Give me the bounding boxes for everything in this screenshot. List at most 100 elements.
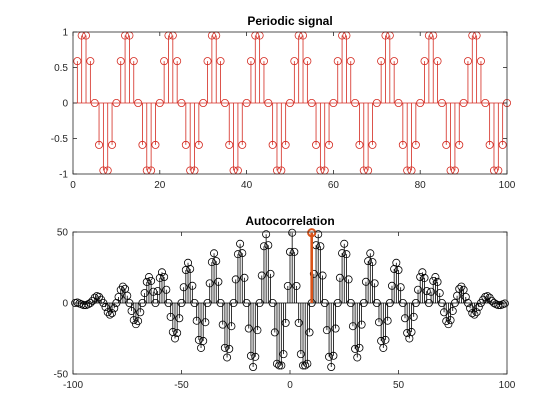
stem-marker (101, 303, 110, 312)
stem-marker (357, 320, 366, 329)
stem-marker (164, 298, 173, 307)
stem-marker (355, 140, 364, 149)
y-tick-label: -0.5 (51, 134, 69, 145)
stem-marker (129, 57, 138, 66)
stem-marker (151, 298, 160, 307)
stem-marker (244, 324, 253, 333)
stem-marker (281, 318, 290, 327)
stem-marker (188, 281, 197, 290)
y-tick-label: -1 (59, 170, 68, 181)
stem-marker (351, 99, 360, 108)
x-tick-label: 0 (287, 380, 293, 391)
x-tick-label: 60 (328, 180, 340, 191)
stem-marker (134, 317, 143, 326)
stem-marker (331, 324, 340, 333)
stem-marker (203, 57, 212, 66)
stem-marker (173, 328, 182, 337)
stem-marker (461, 292, 470, 301)
stem-marker (470, 310, 479, 319)
stem-marker (299, 361, 308, 370)
stem-marker (418, 268, 427, 277)
stem-marker (361, 277, 370, 286)
stem-marker (370, 279, 379, 288)
stem-marker (303, 359, 312, 368)
stem-marker (223, 353, 232, 362)
stem-marker (125, 298, 134, 307)
stem-marker (463, 57, 472, 66)
stem-marker (210, 249, 219, 258)
stem-marker (359, 298, 368, 307)
stem-marker (450, 298, 459, 307)
stem-marker (296, 350, 305, 359)
y-tick-label: -50 (54, 370, 69, 381)
stem-marker (327, 362, 336, 371)
stem-marker (90, 99, 99, 108)
stem-marker (157, 268, 166, 277)
stem-marker (374, 318, 383, 327)
stem-marker (162, 285, 171, 294)
stem-marker (366, 249, 375, 258)
stem-marker (151, 140, 160, 149)
stem-marker (281, 140, 290, 149)
stem-marker (238, 249, 247, 258)
stem-marker (420, 57, 429, 66)
stem-marker (320, 298, 329, 307)
plot2-title: Autocorrelation (245, 214, 334, 228)
stem-marker (203, 298, 212, 307)
plot2-frame (72, 231, 508, 375)
stem-marker (112, 99, 121, 108)
stem-marker (270, 328, 279, 337)
stem-marker (275, 361, 284, 370)
stem-marker (459, 285, 468, 294)
stem-marker (342, 250, 351, 259)
stem-marker (181, 140, 190, 149)
stem-marker (246, 351, 255, 360)
stem-marker (466, 304, 475, 313)
periodic-signal-axes: Periodic signal 0 20 40 60 80 100 -1 -0.5 0 0.5 1 (51, 14, 516, 191)
plot2-stems (71, 228, 509, 371)
stem-marker (437, 298, 446, 307)
stem-marker (385, 298, 394, 307)
stem-marker (379, 343, 388, 352)
stem-marker (236, 239, 245, 248)
stem-marker (118, 282, 127, 291)
stem-marker (149, 287, 158, 296)
stem-marker (416, 272, 425, 281)
stem-marker (225, 344, 234, 353)
stem-marker (285, 247, 294, 256)
stem-marker (253, 326, 262, 335)
stem-marker (381, 335, 390, 344)
stem-marker (498, 140, 507, 149)
stem-marker (138, 140, 147, 149)
stem-marker (307, 99, 316, 108)
x-tick-label: 100 (499, 180, 516, 191)
stem-marker (108, 309, 117, 318)
stem-marker (290, 57, 299, 66)
stem-marker (95, 292, 104, 301)
stem-marker (481, 99, 490, 108)
stem-marker (238, 140, 247, 149)
stem-marker (249, 362, 258, 371)
stem-marker (394, 266, 403, 275)
stem-marker (303, 57, 312, 66)
stem-marker (500, 299, 509, 308)
x-tick-label: 40 (241, 180, 253, 191)
stem-marker (186, 265, 195, 274)
y-tick-label: 1 (62, 28, 68, 39)
plot1-frame (72, 31, 508, 175)
x-tick-label: 80 (415, 180, 427, 191)
stem-marker (285, 99, 294, 108)
stem-marker (155, 273, 164, 282)
stem-marker (233, 250, 242, 259)
stem-marker (396, 283, 405, 292)
stem-marker (316, 242, 325, 251)
stem-marker (294, 318, 303, 327)
stem-marker (127, 306, 136, 315)
stem-marker (409, 312, 418, 321)
stem-marker (251, 352, 260, 361)
stem-marker (99, 298, 108, 307)
stem-marker (435, 289, 444, 298)
stem-marker (262, 230, 271, 239)
stem-marker (231, 275, 240, 284)
